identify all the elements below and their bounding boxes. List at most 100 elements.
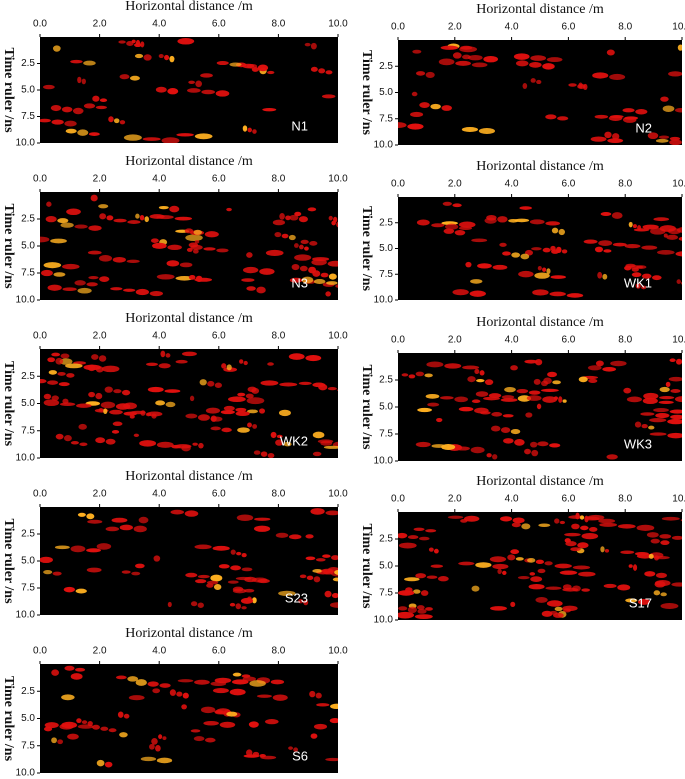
echo bbox=[111, 429, 120, 434]
y-tick-label: 10.0 bbox=[16, 453, 36, 464]
echo bbox=[185, 234, 203, 242]
echo bbox=[128, 695, 145, 701]
echo bbox=[210, 416, 223, 422]
echo bbox=[299, 244, 304, 250]
echo bbox=[232, 586, 244, 592]
echo bbox=[43, 262, 62, 269]
echo bbox=[675, 358, 682, 365]
echo bbox=[624, 243, 641, 249]
echo bbox=[415, 441, 431, 448]
echo bbox=[123, 134, 142, 141]
echo bbox=[112, 421, 123, 427]
echo bbox=[666, 234, 679, 240]
x-tick-label: 6.0 bbox=[561, 335, 575, 346]
y-tick-label: 7.5 bbox=[21, 583, 35, 594]
echo bbox=[298, 381, 312, 385]
echoes bbox=[416, 201, 682, 298]
echo bbox=[64, 120, 77, 127]
echo bbox=[635, 283, 641, 289]
x-tick-label: 2.0 bbox=[93, 19, 107, 30]
echo bbox=[167, 244, 182, 250]
y-tick-label: 5.0 bbox=[21, 85, 35, 96]
echo bbox=[51, 395, 59, 401]
echo bbox=[226, 207, 232, 212]
echo bbox=[226, 364, 232, 371]
x-tick-label: 8.0 bbox=[618, 179, 632, 190]
echo bbox=[594, 246, 604, 253]
echo bbox=[110, 287, 123, 291]
echo bbox=[86, 548, 101, 553]
echo bbox=[341, 758, 356, 764]
echo bbox=[264, 719, 279, 725]
echo bbox=[43, 726, 53, 732]
echo bbox=[511, 252, 521, 258]
echo bbox=[161, 137, 180, 143]
echo bbox=[577, 542, 589, 549]
echo bbox=[443, 228, 455, 234]
echo bbox=[321, 94, 336, 99]
echo bbox=[95, 392, 103, 400]
x-tick-label: 8.0 bbox=[618, 494, 632, 505]
x-tick-label: 0.0 bbox=[33, 646, 47, 657]
echo bbox=[177, 679, 194, 683]
echo bbox=[554, 606, 563, 612]
echo bbox=[95, 437, 106, 444]
x-tick-label: 8.0 bbox=[271, 19, 285, 30]
x-tick-label: 8.0 bbox=[271, 331, 285, 342]
echo bbox=[185, 572, 198, 578]
echo bbox=[143, 54, 152, 61]
echo bbox=[420, 590, 429, 596]
echo bbox=[176, 133, 194, 137]
echo bbox=[77, 512, 86, 517]
echo bbox=[531, 247, 542, 251]
y-tick-label: 5.0 bbox=[379, 243, 393, 254]
echo bbox=[70, 673, 83, 680]
echo bbox=[620, 550, 635, 554]
echo bbox=[203, 721, 219, 726]
echo bbox=[535, 596, 548, 603]
echo bbox=[634, 421, 642, 428]
echo bbox=[417, 407, 432, 413]
echo bbox=[309, 690, 316, 698]
echo bbox=[598, 240, 613, 247]
echo bbox=[53, 272, 66, 277]
echo bbox=[458, 226, 473, 230]
y-axis-label: Time ruler /ns bbox=[359, 364, 374, 450]
echo bbox=[149, 214, 165, 219]
echo bbox=[571, 523, 580, 530]
echo bbox=[483, 55, 499, 63]
echo bbox=[502, 414, 514, 418]
echo bbox=[454, 396, 468, 403]
echo bbox=[452, 289, 469, 296]
echo bbox=[78, 423, 87, 430]
echo bbox=[98, 407, 104, 412]
echo bbox=[44, 722, 59, 729]
echo bbox=[63, 435, 72, 442]
echo bbox=[529, 219, 545, 225]
echo bbox=[133, 525, 147, 533]
x-tick-label: 6.0 bbox=[561, 179, 575, 190]
echo bbox=[407, 606, 417, 614]
echo bbox=[119, 74, 130, 80]
echo bbox=[205, 407, 221, 414]
echo bbox=[63, 586, 76, 593]
echo bbox=[527, 557, 536, 563]
echo bbox=[558, 228, 565, 236]
x-tick-label: 10.0 bbox=[672, 335, 685, 346]
echo bbox=[524, 448, 531, 455]
echo bbox=[581, 588, 591, 592]
echo bbox=[55, 433, 64, 440]
echo bbox=[460, 519, 468, 523]
echo bbox=[445, 223, 459, 230]
echo bbox=[310, 733, 318, 739]
echo bbox=[272, 219, 285, 226]
echo bbox=[549, 443, 561, 448]
echo bbox=[559, 520, 566, 525]
radargram bbox=[40, 507, 338, 615]
echo bbox=[407, 123, 424, 130]
echo bbox=[502, 570, 507, 576]
echo bbox=[288, 534, 302, 540]
echo bbox=[88, 275, 99, 280]
echo bbox=[235, 407, 247, 412]
x-tick-label: 6.0 bbox=[561, 22, 575, 33]
